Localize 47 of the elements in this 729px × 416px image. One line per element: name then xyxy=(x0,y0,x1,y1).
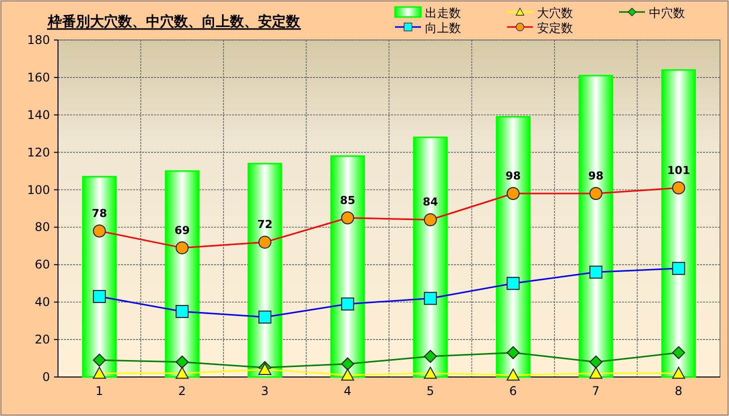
y-tick-label: 0 xyxy=(42,370,50,384)
point xyxy=(92,366,106,379)
data-label: 98 xyxy=(588,170,604,183)
x-tick-label: 4 xyxy=(344,384,352,398)
point xyxy=(341,368,354,381)
y-tick-label: 160 xyxy=(27,70,50,84)
legend-label: 向上数 xyxy=(425,21,461,35)
x-tick-label: 8 xyxy=(674,384,682,398)
chart-title: 枠番別大穴数、中穴数、向上数、安定数 xyxy=(47,13,301,30)
bar xyxy=(413,136,448,378)
y-tick-label: 140 xyxy=(27,108,50,122)
x-tick-label: 3 xyxy=(261,384,269,398)
point xyxy=(672,366,686,379)
x-tick-label: 7 xyxy=(592,384,600,398)
data-label: 85 xyxy=(340,194,356,207)
point xyxy=(176,366,189,379)
legend-label: 安定数 xyxy=(537,21,573,35)
legend-label: 大穴数 xyxy=(537,6,573,20)
legend-label: 中穴数 xyxy=(649,6,685,20)
y-tick-label: 80 xyxy=(34,220,50,234)
bar xyxy=(578,74,614,378)
y-tick-label: 100 xyxy=(27,182,50,197)
y-tick-label: 120 xyxy=(27,145,50,160)
data-label: 101 xyxy=(667,164,690,177)
x-tick-label: 6 xyxy=(509,384,517,398)
point xyxy=(424,366,437,379)
data-label: 69 xyxy=(174,224,190,237)
x-tick-label: 1 xyxy=(96,384,104,398)
point xyxy=(589,366,602,379)
bar xyxy=(661,69,696,378)
bar xyxy=(82,176,117,378)
bar xyxy=(164,170,200,378)
bar xyxy=(496,116,530,378)
legend-label: 出走数 xyxy=(425,6,461,20)
x-tick-label: 2 xyxy=(178,384,186,398)
y-tick-label: 180 xyxy=(27,33,50,47)
data-label: 84 xyxy=(422,196,438,209)
y-tick-label: 20 xyxy=(34,332,50,347)
point xyxy=(506,368,520,381)
data-label: 78 xyxy=(92,206,108,220)
data-label: 98 xyxy=(505,170,521,183)
y-tick-label: 60 xyxy=(34,258,50,272)
bar xyxy=(248,162,282,378)
data-label: 72 xyxy=(257,218,273,232)
bar xyxy=(330,155,365,378)
x-tick-label: 5 xyxy=(426,384,434,398)
y-tick-label: 40 xyxy=(34,295,50,310)
